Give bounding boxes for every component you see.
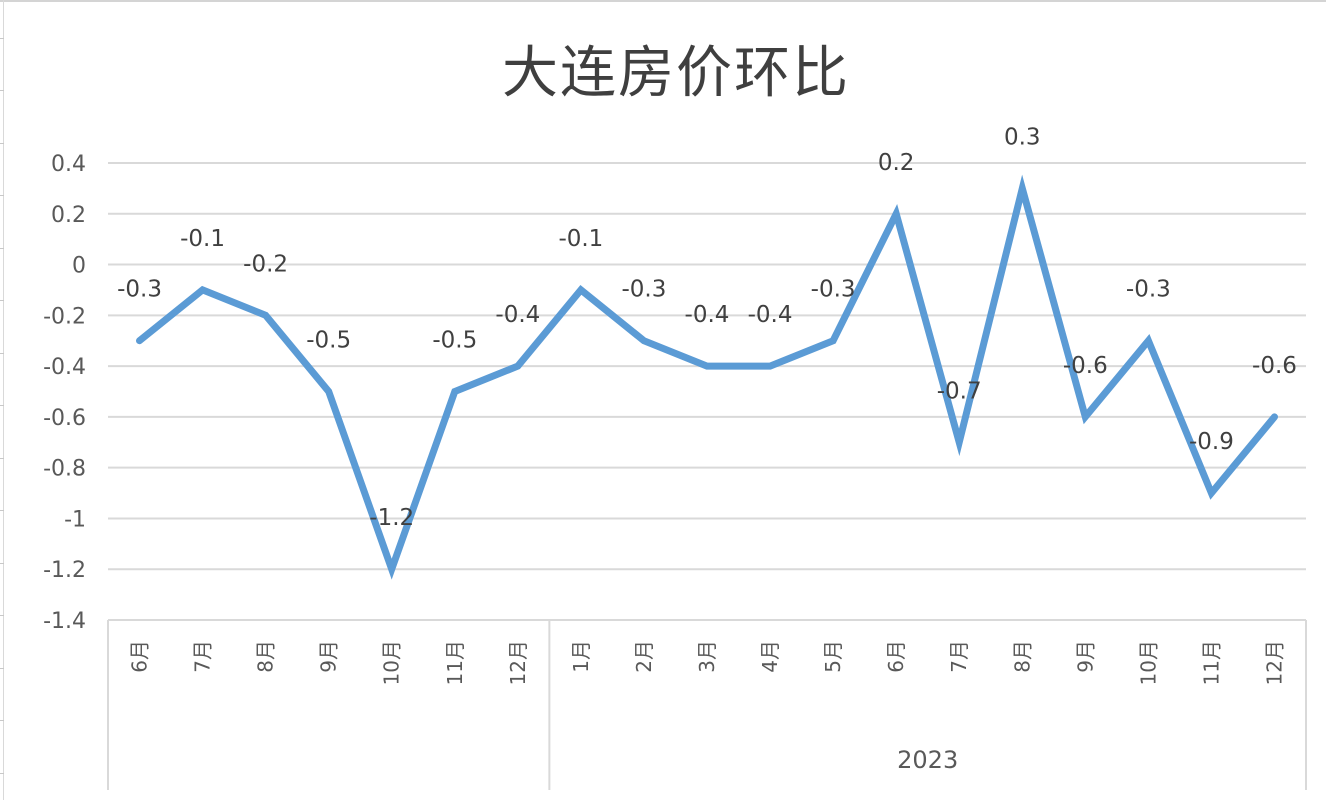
x-tick-label: 5月: [821, 640, 845, 673]
data-label: -0.3: [811, 277, 856, 303]
y-tick-label: -0.8: [43, 457, 86, 482]
data-label: -0.6: [1252, 353, 1297, 379]
sheet-row-tick: [0, 353, 4, 354]
data-label: -0.3: [117, 277, 162, 303]
sheet-row-tick: [0, 143, 4, 144]
sheet-row-tick: [0, 195, 4, 196]
x-axis-category-box: 2023: [107, 619, 1307, 790]
x-tick-label: 12月: [1262, 640, 1286, 685]
y-tick-label: -0.6: [43, 406, 86, 431]
x-tick-label: 9月: [1073, 640, 1097, 673]
x-tick-label: 3月: [695, 640, 719, 673]
sheet-row-tick: [0, 300, 4, 301]
x-axis: 6月 7月 8月 9月 10月 11月 12月 1月 2月 3月 4月 5月 6月 7月 8月 9月 10月 11…: [128, 640, 1287, 685]
sheet-row-tick: [0, 615, 4, 616]
x-tick-label: 7月: [191, 640, 215, 673]
sheet-row-tick: [0, 668, 4, 669]
data-label: -0.5: [432, 328, 477, 354]
x-tick-label: 2月: [632, 640, 656, 673]
data-label: -0.1: [180, 226, 225, 252]
x-tick-label: 8月: [254, 640, 278, 673]
x-tick-label: 10月: [380, 640, 404, 685]
x-tick-label: 1月: [569, 640, 593, 673]
data-label: -0.4: [495, 302, 540, 328]
data-label: -0.1: [558, 226, 603, 252]
data-label: -0.9: [1189, 429, 1234, 455]
sheet-row-tick: [0, 773, 4, 774]
y-tick-label: -1.2: [43, 558, 86, 583]
data-label: -1.2: [369, 505, 414, 531]
sheet-row-tick: [0, 90, 4, 91]
x-tick-label: 11月: [443, 640, 467, 685]
x-tick-label: 9月: [317, 640, 341, 673]
x-tick-label: 4月: [758, 640, 782, 673]
x-tick-label: 8月: [1010, 640, 1034, 673]
sheet-frame-top: [0, 0, 1326, 2]
sheet-frame-left: [3, 0, 4, 800]
sheet-row-tick: [0, 458, 4, 459]
data-label: 0.2: [878, 150, 915, 176]
sheet-row-tick: [0, 405, 4, 406]
data-label: 0.3: [1004, 124, 1041, 150]
data-labels: -0.3 -0.1 -0.2 -0.5 -1.2 -0.5 -0.4 -0.1 -0.3 -0.4…: [117, 124, 1297, 531]
data-label: -0.7: [937, 378, 982, 404]
y-tick-label: -0.4: [43, 355, 86, 380]
sheet-row-tick: [0, 248, 4, 249]
series-line: [136, 174, 1278, 580]
data-label: -0.3: [622, 277, 667, 303]
data-label: -0.6: [1063, 353, 1108, 379]
x-tick-label: 10月: [1136, 640, 1160, 685]
y-tick-label: 0.2: [51, 203, 86, 228]
data-label: -0.4: [685, 302, 730, 328]
sheet-row-tick: [0, 563, 4, 564]
x-tick-label: 11月: [1199, 640, 1223, 685]
data-series: [136, 174, 1278, 580]
data-label: -0.4: [748, 302, 793, 328]
y-axis: 0.4 0.2 0 -0.2 -0.4 -0.6 -0.8 -1 -1.2 -1.4: [43, 152, 86, 634]
data-label: -0.2: [243, 251, 288, 277]
x-tick-label: 7月: [947, 640, 971, 673]
x-tick-label: 6月: [884, 640, 908, 673]
x-group-label: 2023: [897, 746, 958, 774]
x-tick-label: 12月: [506, 640, 530, 685]
sheet-row-tick: [0, 38, 4, 39]
sheet-row-tick: [0, 720, 4, 721]
chart-title: 大连房价环比: [502, 41, 850, 106]
y-tick-label: 0.4: [51, 152, 86, 177]
x-tick-label: 6月: [128, 640, 152, 673]
y-tick-label: -1: [64, 507, 86, 532]
y-tick-label: -1.4: [43, 609, 86, 634]
data-label: -0.5: [306, 328, 351, 354]
y-tick-label: -0.2: [43, 304, 86, 329]
sheet-row-tick: [0, 510, 4, 511]
y-tick-label: 0: [72, 254, 86, 279]
data-label: -0.3: [1126, 277, 1171, 303]
